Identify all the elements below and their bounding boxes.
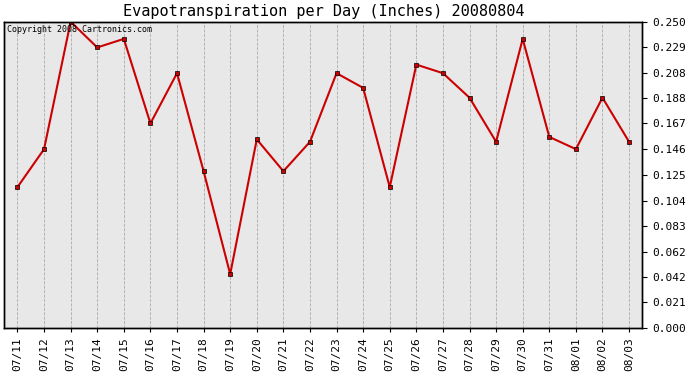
Title: Evapotranspiration per Day (Inches) 20080804: Evapotranspiration per Day (Inches) 2008… — [123, 4, 524, 19]
Text: Copyright 2008 Cartronics.com: Copyright 2008 Cartronics.com — [8, 25, 152, 34]
